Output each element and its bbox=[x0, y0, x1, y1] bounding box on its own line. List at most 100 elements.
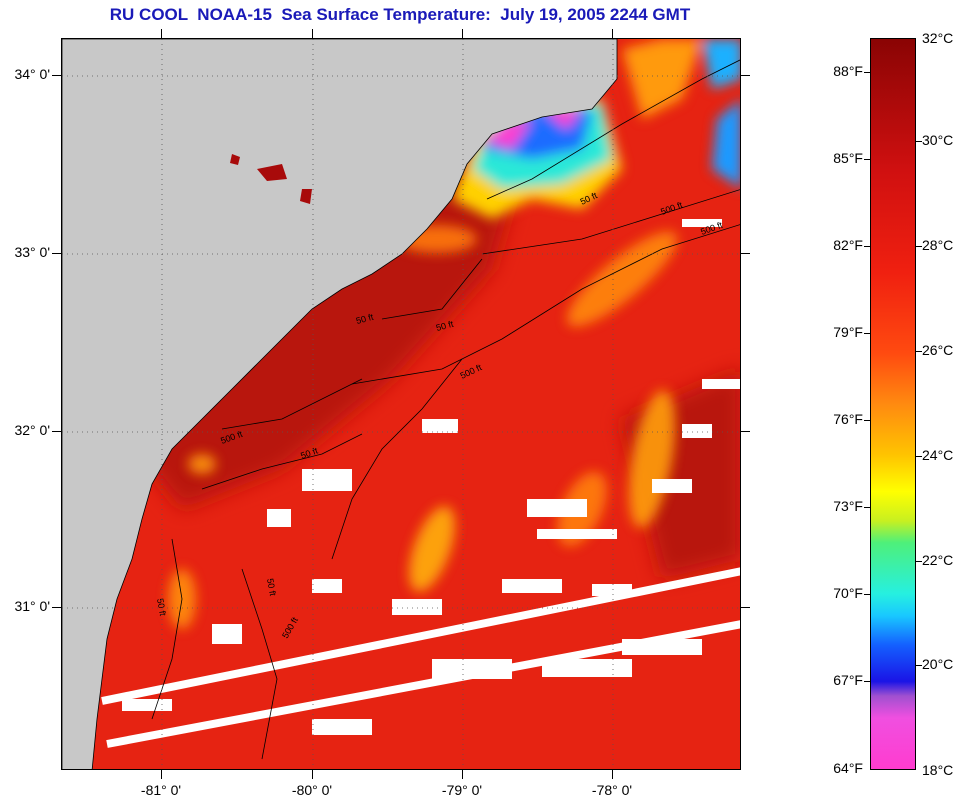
celsius-label: 18°C bbox=[922, 762, 954, 778]
cloud-7 bbox=[652, 479, 692, 493]
contour-500ft-north bbox=[481, 189, 740, 255]
colorbar-tick bbox=[864, 246, 870, 247]
latitude-label: 33° 0' bbox=[14, 244, 50, 260]
cloud-15 bbox=[542, 659, 632, 677]
inland-patch-2 bbox=[300, 189, 312, 204]
lon-tick bbox=[612, 770, 613, 779]
latitude-label: 32° 0' bbox=[14, 422, 50, 438]
lat-tick bbox=[741, 607, 750, 608]
colorbar-tick bbox=[864, 681, 870, 682]
northeast-blue bbox=[702, 39, 740, 89]
lat-tick bbox=[52, 253, 61, 254]
inland-warm-patches bbox=[230, 154, 312, 204]
inland-patch-1 bbox=[257, 164, 287, 181]
cloud-18 bbox=[122, 699, 172, 711]
cloud-8 bbox=[537, 529, 617, 539]
celsius-label: 28°C bbox=[922, 237, 954, 253]
lon-tick bbox=[612, 29, 613, 38]
contour-500ft-coast bbox=[241, 568, 278, 760]
lon-tick bbox=[312, 770, 313, 779]
cloud-17 bbox=[312, 719, 372, 735]
fahrenheit-label: 64°F bbox=[833, 760, 863, 776]
lat-tick bbox=[52, 607, 61, 608]
colorbar-tick bbox=[864, 420, 870, 421]
contour-50ft-south bbox=[221, 378, 363, 430]
longitude-label: -78° 0' bbox=[591, 782, 633, 798]
fahrenheit-label: 82°F bbox=[833, 237, 863, 253]
fahrenheit-label: 88°F bbox=[833, 63, 863, 79]
celsius-label: 32°C bbox=[922, 30, 954, 46]
filament-7 bbox=[188, 454, 216, 474]
swath-gaps bbox=[101, 567, 740, 748]
colorbar-tick bbox=[916, 456, 922, 457]
isobath-label: 50 ft bbox=[355, 312, 375, 326]
lat-tick bbox=[741, 431, 750, 432]
colorbar-tick bbox=[864, 507, 870, 508]
lat-tick bbox=[52, 75, 61, 76]
northeast-orange bbox=[622, 39, 702, 119]
isobath-label: 50 ft bbox=[155, 598, 168, 617]
northeast-cold-patch bbox=[712, 100, 740, 188]
lon-tick bbox=[161, 770, 162, 779]
lon-tick bbox=[462, 770, 463, 779]
fahrenheit-label: 73°F bbox=[833, 498, 863, 514]
upwelling-region bbox=[452, 39, 740, 219]
fahrenheit-label: 79°F bbox=[833, 324, 863, 340]
upwelling-magenta bbox=[482, 119, 532, 149]
lon-tick bbox=[462, 29, 463, 38]
lat-tick bbox=[741, 75, 750, 76]
cloud-5 bbox=[267, 509, 291, 527]
bathymetry-contours bbox=[151, 59, 740, 760]
cloud-9 bbox=[392, 599, 442, 615]
contour-50ft-north bbox=[486, 59, 740, 200]
isobath-label: 50 ft bbox=[435, 319, 455, 333]
lat-tick bbox=[52, 431, 61, 432]
cloud-2 bbox=[682, 424, 712, 438]
cloud-6 bbox=[527, 499, 587, 517]
colorbar-tick bbox=[916, 246, 922, 247]
cloud-4 bbox=[302, 469, 352, 491]
sst-map[interactable]: 50 ft 500 ft 500 ft 50 ft 50 ft 500 ft 5… bbox=[61, 38, 741, 770]
lon-tick bbox=[312, 29, 313, 38]
longitude-label: -79° 0' bbox=[441, 782, 483, 798]
graticule bbox=[62, 39, 740, 769]
celsius-label: 24°C bbox=[922, 447, 954, 463]
latitude-label: 31° 0' bbox=[14, 598, 50, 614]
latitude-label: 34° 0' bbox=[14, 66, 50, 82]
sst-field: 50 ft 500 ft 500 ft 50 ft 50 ft 500 ft 5… bbox=[62, 39, 740, 769]
colorbar-tick bbox=[864, 333, 870, 334]
colorbar-tick bbox=[864, 72, 870, 73]
fahrenheit-label: 76°F bbox=[833, 411, 863, 427]
lat-tick bbox=[741, 253, 750, 254]
cloud-10 bbox=[502, 579, 562, 593]
colorbar-tick bbox=[916, 141, 922, 142]
inland-patch-3 bbox=[230, 154, 240, 165]
colorbar-tick bbox=[916, 351, 922, 352]
cloud-3 bbox=[702, 379, 740, 389]
contour-50ft-mid bbox=[381, 258, 483, 320]
cloud-20 bbox=[682, 219, 722, 227]
colorbar-tick bbox=[916, 561, 922, 562]
contour-500ft-slope bbox=[331, 358, 463, 560]
contour-500ft-south bbox=[201, 433, 363, 490]
swath-gap-2 bbox=[106, 620, 740, 748]
longitude-label: -81° 0' bbox=[140, 782, 182, 798]
celsius-label: 26°C bbox=[922, 342, 954, 358]
isobath-label: 50 ft bbox=[265, 578, 278, 597]
fahrenheit-label: 85°F bbox=[833, 150, 863, 166]
swath-gap-1 bbox=[101, 567, 740, 705]
celsius-label: 22°C bbox=[922, 552, 954, 568]
longitude-label: -80° 0' bbox=[291, 782, 333, 798]
cloud-13 bbox=[312, 579, 342, 593]
contour-500ft-mid bbox=[351, 224, 740, 385]
map-title: RU COOL NOAA-15 Sea Surface Temperature:… bbox=[109, 5, 691, 24]
colorbar-tick bbox=[864, 159, 870, 160]
cloud-12 bbox=[212, 624, 242, 644]
colorbar-tick bbox=[864, 594, 870, 595]
fahrenheit-label: 70°F bbox=[833, 585, 863, 601]
fahrenheit-label: 67°F bbox=[833, 672, 863, 688]
lon-tick bbox=[161, 29, 162, 38]
filament-4 bbox=[409, 506, 455, 592]
celsius-label: 30°C bbox=[922, 132, 954, 148]
filament-3 bbox=[628, 389, 676, 529]
